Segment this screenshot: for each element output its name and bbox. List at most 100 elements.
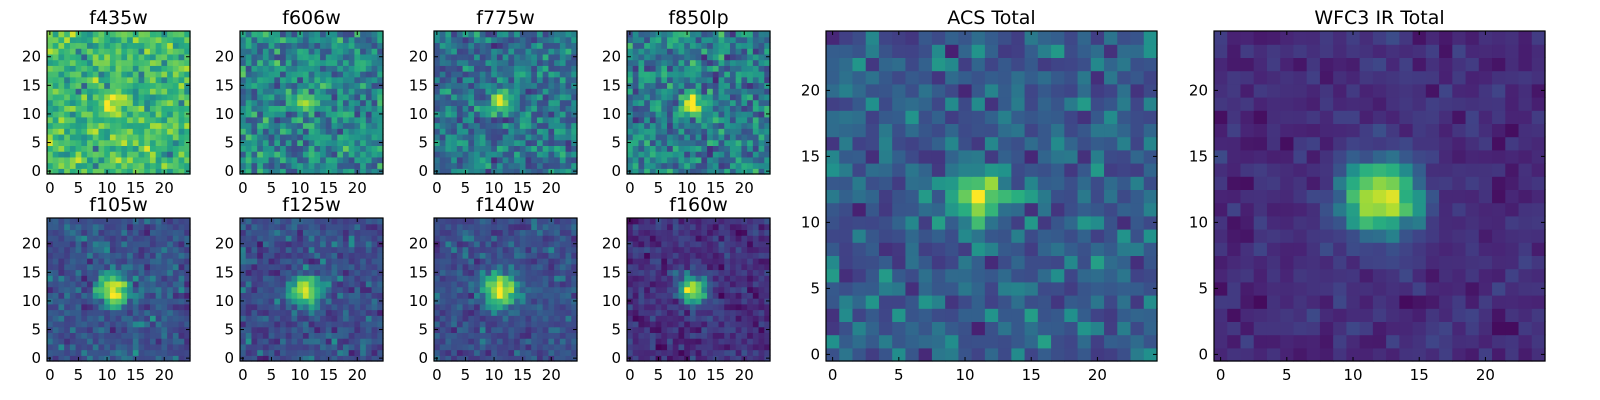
heatmap-cell [508, 88, 515, 95]
heatmap-cell [257, 229, 264, 236]
heatmap-cell [649, 280, 657, 288]
heatmap-cell [262, 263, 270, 271]
heatmap-cell [479, 82, 487, 89]
heatmap-cell [565, 252, 572, 259]
heatmap-cell [92, 269, 100, 276]
heatmap-cell [724, 82, 731, 89]
heatmap-cell [445, 133, 452, 141]
heatmap-cell [342, 252, 350, 259]
heatmap-cell [689, 156, 697, 164]
heatmap-cell [262, 59, 270, 66]
heatmap-cell [52, 31, 60, 38]
heatmap-cell [314, 133, 321, 141]
heatmap-cell [245, 36, 253, 44]
heatmap-cell [138, 168, 145, 175]
heatmap-cell [462, 303, 469, 311]
heatmap-cell [689, 59, 697, 66]
heatmap-cell [132, 122, 140, 129]
heatmap-cell [155, 71, 162, 78]
heatmap-cell [121, 168, 128, 175]
heatmap-cell [58, 53, 65, 61]
heatmap-cell [661, 326, 668, 333]
heatmap-cell [371, 229, 378, 236]
heatmap-cell [274, 246, 281, 253]
heatmap-cell [565, 338, 572, 345]
heatmap-cell [64, 128, 71, 135]
heatmap-cell [268, 116, 275, 124]
heatmap-cell [439, 82, 447, 89]
heatmap-cell [667, 93, 674, 101]
heatmap-cell [758, 349, 765, 356]
heatmap-cell [514, 42, 521, 49]
heatmap-cell [735, 151, 742, 158]
heatmap-cell [514, 315, 521, 322]
heatmap-cell [536, 223, 544, 231]
heatmap-cell [649, 76, 657, 84]
heatmap-cell [491, 269, 498, 276]
heatmap-cell [155, 343, 162, 351]
heatmap-cell [342, 93, 350, 101]
heatmap-cell [462, 252, 469, 259]
heatmap-cell [64, 320, 71, 328]
heatmap-cell [58, 99, 65, 106]
heatmap-cell [371, 223, 378, 231]
heatmap-cell [747, 280, 754, 288]
heatmap-cell [474, 269, 481, 276]
heatmap-cell [485, 42, 492, 49]
heatmap-cell [701, 156, 708, 164]
heatmap-cell [729, 53, 737, 61]
heatmap-cell [684, 349, 691, 356]
heatmap-cell [502, 338, 509, 345]
heatmap-cell [365, 235, 373, 242]
heatmap-cell [348, 156, 355, 164]
heatmap-cell [542, 48, 549, 55]
heatmap-cell [69, 269, 77, 276]
heatmap-cell [559, 76, 567, 84]
heatmap-cell [747, 99, 754, 106]
heatmap-cell [297, 258, 304, 265]
heatmap-cell [661, 145, 668, 152]
heatmap-cell [491, 349, 498, 356]
heatmap-cell [109, 258, 117, 265]
heatmap-cell [536, 31, 544, 38]
heatmap-cell [337, 343, 344, 351]
heatmap-cell [655, 326, 662, 333]
heatmap-cell [268, 263, 275, 271]
heatmap-cell [172, 82, 180, 89]
heatmap-cell [331, 280, 338, 288]
heatmap-cell [64, 105, 71, 112]
heatmap-cell [167, 133, 174, 141]
heatmap-cell [121, 31, 128, 38]
heatmap-cell [439, 326, 447, 333]
heatmap-cell [468, 280, 475, 288]
heatmap-cell [354, 338, 361, 345]
heatmap-cell [661, 303, 668, 311]
heatmap-cell [104, 133, 111, 141]
heatmap-cell [240, 65, 247, 72]
heatmap-cell [342, 168, 350, 175]
heatmap-cell [627, 93, 634, 101]
heatmap-cell [519, 122, 527, 129]
heatmap-cell [627, 275, 634, 282]
heatmap-cell [308, 309, 315, 316]
heatmap-cell [274, 280, 281, 288]
heatmap-cell [439, 76, 447, 84]
heatmap-cell [109, 31, 117, 38]
heatmap-cell [445, 48, 452, 55]
heatmap-cell [138, 298, 145, 305]
heatmap-cell [348, 151, 355, 158]
heatmap-cell [127, 65, 134, 72]
heatmap-cell [115, 252, 122, 259]
heatmap-cell [167, 31, 174, 38]
heatmap-cell [245, 128, 253, 135]
heatmap-cell [127, 156, 134, 164]
heatmap-cell [52, 309, 60, 316]
heatmap-cell [451, 42, 458, 49]
heatmap-cell [496, 156, 504, 164]
heatmap-cell [240, 303, 247, 311]
heatmap-cell [632, 53, 640, 61]
heatmap-cell [98, 88, 105, 95]
heatmap-cell [127, 303, 134, 311]
heatmap-cell [178, 168, 185, 175]
heatmap-cell [348, 53, 355, 61]
